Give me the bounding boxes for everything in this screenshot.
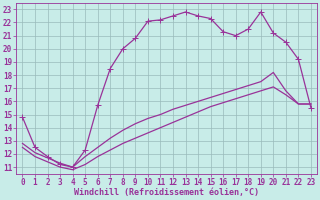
X-axis label: Windchill (Refroidissement éolien,°C): Windchill (Refroidissement éolien,°C) <box>74 188 259 197</box>
